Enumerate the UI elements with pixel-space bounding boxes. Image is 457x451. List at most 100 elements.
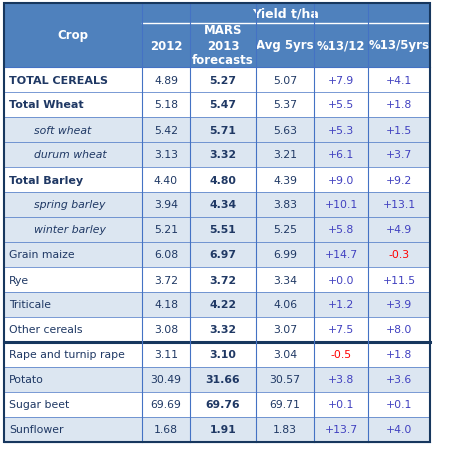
Text: 5.71: 5.71 — [210, 125, 236, 135]
Bar — [256, 168, 314, 193]
Bar — [4, 292, 142, 318]
Bar — [190, 243, 256, 267]
Text: 5.63: 5.63 — [273, 125, 297, 135]
Bar — [368, 68, 430, 93]
Bar — [314, 68, 368, 93]
Text: 3.11: 3.11 — [154, 350, 178, 360]
Bar — [314, 342, 368, 367]
Bar — [368, 318, 430, 342]
Text: +13.7: +13.7 — [324, 424, 357, 434]
Bar — [368, 24, 430, 68]
Text: +1.2: +1.2 — [328, 300, 354, 310]
Bar — [4, 4, 142, 68]
Text: Avg 5yrs: Avg 5yrs — [256, 39, 314, 52]
Bar — [142, 267, 190, 292]
Bar — [190, 267, 256, 292]
Text: Yield t/ha: Yield t/ha — [253, 8, 319, 20]
Text: 3.83: 3.83 — [273, 200, 297, 210]
Text: 3.32: 3.32 — [209, 150, 237, 160]
Text: 6.99: 6.99 — [273, 250, 297, 260]
Text: 1.68: 1.68 — [154, 424, 178, 434]
Bar — [190, 118, 256, 143]
Text: winter barley: winter barley — [34, 225, 106, 235]
Bar — [368, 417, 430, 442]
Bar — [314, 292, 368, 318]
Text: 5.25: 5.25 — [273, 225, 297, 235]
Bar — [190, 367, 256, 392]
Text: +8.0: +8.0 — [386, 325, 412, 335]
Text: 4.40: 4.40 — [154, 175, 178, 185]
Bar — [4, 217, 142, 243]
Text: 3.34: 3.34 — [273, 275, 297, 285]
Bar — [190, 68, 256, 93]
Text: Grain maize: Grain maize — [9, 250, 74, 260]
Text: 3.07: 3.07 — [273, 325, 297, 335]
Text: +13.1: +13.1 — [383, 200, 415, 210]
Bar — [314, 24, 368, 68]
Bar — [4, 417, 142, 442]
Bar — [190, 392, 256, 417]
Text: 6.08: 6.08 — [154, 250, 178, 260]
Bar — [256, 217, 314, 243]
Bar — [368, 243, 430, 267]
Text: Total Barley: Total Barley — [9, 175, 83, 185]
Text: 2012: 2012 — [150, 39, 182, 52]
Bar — [190, 292, 256, 318]
Text: 4.34: 4.34 — [209, 200, 237, 210]
Bar — [142, 118, 190, 143]
Bar — [190, 143, 256, 168]
Text: 1.83: 1.83 — [273, 424, 297, 434]
Bar — [256, 68, 314, 93]
Bar — [368, 342, 430, 367]
Text: +10.1: +10.1 — [324, 200, 358, 210]
Text: 4.18: 4.18 — [154, 300, 178, 310]
Bar — [368, 267, 430, 292]
Text: 5.42: 5.42 — [154, 125, 178, 135]
Bar — [190, 168, 256, 193]
Bar — [368, 193, 430, 217]
Bar — [142, 417, 190, 442]
Text: %13/5yrs: %13/5yrs — [368, 39, 430, 52]
Text: +0.1: +0.1 — [386, 400, 412, 410]
Bar — [4, 392, 142, 417]
Text: 4.89: 4.89 — [154, 75, 178, 85]
Text: Sunflower: Sunflower — [9, 424, 64, 434]
Bar — [314, 217, 368, 243]
Text: +0.1: +0.1 — [328, 400, 354, 410]
Text: 5.07: 5.07 — [273, 75, 297, 85]
Text: 3.08: 3.08 — [154, 325, 178, 335]
Text: Rye: Rye — [9, 275, 29, 285]
Text: +9.0: +9.0 — [328, 175, 354, 185]
Text: +5.8: +5.8 — [328, 225, 354, 235]
Bar — [142, 168, 190, 193]
Bar — [368, 292, 430, 318]
Bar — [4, 143, 142, 168]
Bar — [314, 367, 368, 392]
Text: +4.0: +4.0 — [386, 424, 412, 434]
Bar — [142, 217, 190, 243]
Text: +7.5: +7.5 — [328, 325, 354, 335]
Text: 3.32: 3.32 — [209, 325, 237, 335]
Text: 4.06: 4.06 — [273, 300, 297, 310]
Bar — [256, 318, 314, 342]
Bar — [4, 267, 142, 292]
Bar — [314, 118, 368, 143]
Bar — [256, 24, 314, 68]
Text: 69.76: 69.76 — [206, 400, 240, 410]
Text: durum wheat: durum wheat — [34, 150, 106, 160]
Bar — [314, 93, 368, 118]
Bar — [142, 318, 190, 342]
Bar — [256, 417, 314, 442]
Text: +11.5: +11.5 — [383, 275, 415, 285]
Bar — [142, 24, 190, 68]
Text: 1.91: 1.91 — [210, 424, 236, 434]
Bar — [142, 292, 190, 318]
Bar — [368, 367, 430, 392]
Text: +5.3: +5.3 — [328, 125, 354, 135]
Bar — [368, 217, 430, 243]
Bar — [256, 143, 314, 168]
Text: Total Wheat: Total Wheat — [9, 100, 84, 110]
Text: +6.1: +6.1 — [328, 150, 354, 160]
Text: 69.69: 69.69 — [150, 400, 181, 410]
Bar — [190, 342, 256, 367]
